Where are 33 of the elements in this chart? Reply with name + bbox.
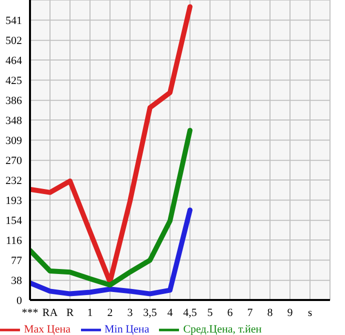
y-tick-label: 425 xyxy=(6,75,22,88)
x-tick-label: 8 xyxy=(267,306,274,319)
y-tick-label: 154 xyxy=(6,215,22,228)
x-tick-label: RA xyxy=(42,306,58,319)
y-tick-label: 348 xyxy=(6,114,22,127)
x-tick-label: 5 xyxy=(207,306,214,319)
y-tick-label: 193 xyxy=(6,195,22,208)
legend-label: Max Цена xyxy=(24,324,71,335)
x-tick-label: 3,5 xyxy=(143,306,158,319)
y-tick-label: 0 xyxy=(16,294,22,307)
y-tick-label: 386 xyxy=(6,95,22,108)
legend-label: Min Цена xyxy=(104,324,150,335)
x-tick-label: 4 xyxy=(167,306,174,319)
y-tick-label: 464 xyxy=(6,54,22,67)
x-tick-label: 4,5 xyxy=(183,306,198,319)
x-tick-label: 6 xyxy=(227,306,234,319)
x-tick-label: s xyxy=(308,306,312,319)
y-tick-label: 38 xyxy=(11,275,22,288)
x-tick-label: 7 xyxy=(247,306,254,319)
x-tick-label: 2 xyxy=(107,306,113,319)
y-tick-label: 77 xyxy=(11,255,22,268)
x-tick-label: 9 xyxy=(287,306,294,319)
y-tick-label: 502 xyxy=(6,35,22,48)
x-tick-label: 3 xyxy=(127,306,134,319)
y-tick-label: 232 xyxy=(6,174,22,187)
x-tick-label: 1 xyxy=(87,306,93,319)
x-tick-label: *** xyxy=(22,306,38,319)
x-tick-label: R xyxy=(66,306,74,319)
y-tick-label: 270 xyxy=(6,155,22,168)
y-tick-label: 541 xyxy=(6,15,22,28)
y-tick-label: 309 xyxy=(6,135,22,148)
legend-label: Сред.Цена, т.йен xyxy=(183,324,262,335)
y-tick-label: 116 xyxy=(6,234,22,247)
